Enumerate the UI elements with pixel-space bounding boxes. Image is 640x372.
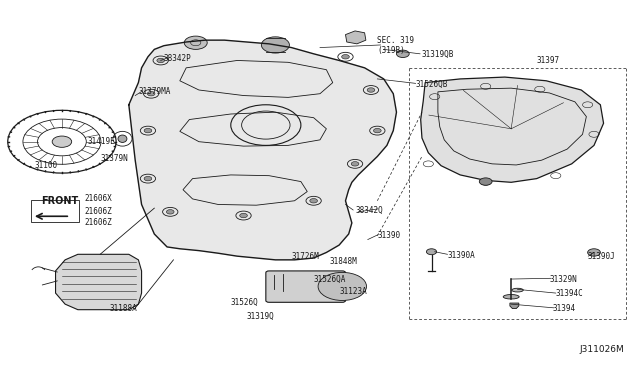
Text: 31100: 31100 — [35, 161, 58, 170]
Circle shape — [342, 55, 349, 59]
Circle shape — [426, 249, 436, 255]
Text: FRONT: FRONT — [42, 196, 79, 206]
Text: 31123A: 31123A — [339, 287, 367, 296]
Circle shape — [396, 50, 409, 58]
Text: 31526QA: 31526QA — [314, 275, 346, 283]
Circle shape — [374, 128, 381, 133]
Text: 31394C: 31394C — [556, 289, 584, 298]
Polygon shape — [420, 77, 604, 182]
Polygon shape — [510, 303, 519, 309]
Text: 31726M: 31726M — [291, 252, 319, 262]
Circle shape — [367, 88, 375, 92]
FancyBboxPatch shape — [266, 271, 346, 302]
Circle shape — [184, 36, 207, 49]
Text: 21606X: 21606X — [84, 195, 112, 203]
Text: 31329N: 31329N — [549, 275, 577, 283]
Text: 31390: 31390 — [378, 231, 401, 240]
Text: 31319QB: 31319QB — [422, 51, 454, 60]
Circle shape — [261, 37, 289, 53]
Polygon shape — [129, 40, 396, 260]
Text: 21606Z: 21606Z — [84, 207, 112, 217]
Text: 31379MA: 31379MA — [138, 87, 171, 96]
Polygon shape — [346, 31, 366, 44]
Circle shape — [318, 272, 367, 301]
Ellipse shape — [503, 295, 519, 299]
Ellipse shape — [512, 288, 524, 292]
Text: 21606Z: 21606Z — [84, 218, 112, 227]
Circle shape — [310, 199, 317, 203]
Circle shape — [588, 249, 600, 256]
Text: 31394: 31394 — [552, 304, 576, 313]
Text: 31379N: 31379N — [100, 154, 128, 163]
Text: J311026M: J311026M — [580, 345, 625, 354]
Text: 31419E: 31419E — [88, 137, 115, 146]
Circle shape — [144, 128, 152, 133]
Circle shape — [157, 58, 164, 62]
Polygon shape — [56, 254, 141, 310]
Circle shape — [240, 213, 247, 218]
Circle shape — [479, 178, 492, 185]
Circle shape — [351, 161, 359, 166]
Text: 38342Q: 38342Q — [355, 205, 383, 215]
Ellipse shape — [118, 135, 127, 142]
Text: 31526Q: 31526Q — [231, 298, 259, 307]
Circle shape — [166, 210, 174, 214]
Circle shape — [144, 176, 152, 181]
Text: 31397: 31397 — [537, 56, 560, 65]
Text: 31848M: 31848M — [330, 257, 357, 266]
Text: 31319Q: 31319Q — [246, 311, 275, 320]
Text: 38342P: 38342P — [164, 54, 191, 63]
Circle shape — [52, 136, 72, 147]
Text: 31188A: 31188A — [109, 304, 138, 313]
Text: 31390A: 31390A — [447, 251, 475, 260]
Text: 31390J: 31390J — [588, 252, 616, 262]
Circle shape — [147, 92, 155, 96]
Text: SEC. 319
(319B): SEC. 319 (319B) — [378, 36, 414, 55]
Text: 31526QB: 31526QB — [415, 80, 448, 89]
